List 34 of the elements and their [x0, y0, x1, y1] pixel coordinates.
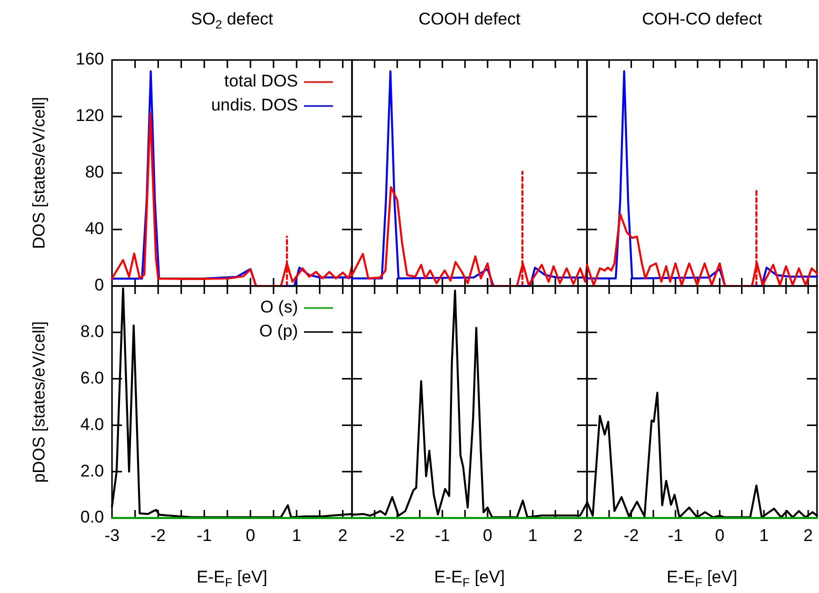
y-tick-label: 0: [94, 276, 104, 295]
legend-label: total DOS: [224, 72, 298, 91]
x-tick-label: 0: [246, 526, 256, 545]
x-tick-label: 1: [528, 526, 538, 545]
x-tick-label: -2: [390, 526, 405, 545]
y-tick-label: 8.0: [80, 322, 104, 342]
x-tick-label: 0: [714, 526, 724, 545]
legend-label: undis. DOS: [211, 96, 298, 115]
y-tick-label: 2.0: [80, 461, 104, 480]
x-tick-label: 2: [338, 526, 348, 545]
y-tick-label: 4.0: [80, 414, 104, 434]
x-tick-label: -2: [624, 526, 639, 545]
x-tick-label: 2: [573, 526, 583, 545]
chart-title: COH-CO defect: [642, 10, 762, 29]
y-tick-label: 80: [85, 162, 104, 182]
x-tick-label: -1: [668, 526, 684, 545]
y-axis-title: pDOS [states/eV/cell]: [30, 321, 49, 483]
x-tick-label: 1: [292, 526, 302, 545]
legend-label: O (p): [259, 322, 298, 341]
x-tick-label: 2: [803, 526, 813, 545]
y-tick-label: 0.0: [80, 508, 104, 527]
x-tick-label: 1: [759, 526, 769, 545]
x-tick-label: -1: [196, 526, 212, 545]
y-tick-label: 6.0: [80, 368, 104, 388]
legend-label: O (s): [260, 298, 298, 317]
x-tick-label: -2: [150, 526, 166, 545]
y-axis-title: DOS [states/eV/cell]: [30, 96, 49, 250]
x-tick-label: -1: [434, 526, 450, 545]
chart-title: COOH defect: [418, 10, 521, 29]
y-tick-label: 160: [76, 50, 104, 69]
y-tick-label: 120: [76, 106, 104, 126]
x-tick-label: -3: [104, 526, 120, 545]
x-tick-label: 0: [482, 526, 492, 545]
y-tick-label: 40: [85, 219, 104, 238]
